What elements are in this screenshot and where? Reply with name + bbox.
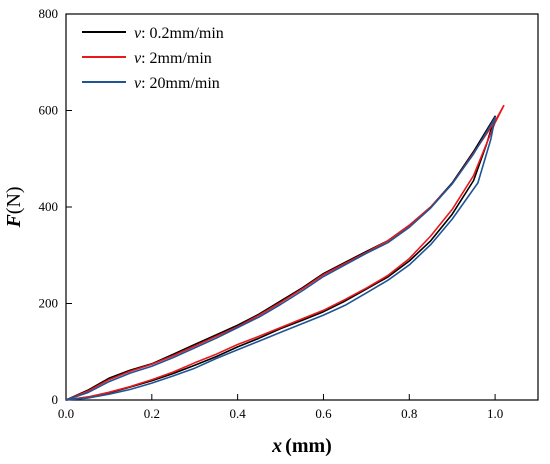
series-group [65,104,505,401]
plot-frame [65,13,539,401]
x-axis-unit: (mm) [285,435,332,457]
y-axis-unit: (N) [3,186,25,214]
series-line-2 [65,116,496,401]
y-axis-label: F(N) [3,186,25,228]
x-axis-var: x [271,435,282,457]
x-axis-label: x (mm) [271,435,332,457]
legend-label-1: v: 2mm/min [134,50,212,67]
legend-var: v [134,50,142,67]
x-tick-label: 0.6 [315,406,332,421]
legend-rest: : 20mm/min [141,75,220,92]
series-line-0 [65,115,496,401]
legend-label-0: v: 0.2mm/min [134,25,224,42]
y-tick-label: 200 [39,296,59,311]
y-axis-var: F [3,214,25,229]
y-tick-label: 800 [39,6,59,21]
y-tick-label: 600 [39,103,59,118]
y-tick-label: 400 [39,199,59,214]
legend-var: v [134,75,142,92]
x-tick-label: 0.8 [401,406,417,421]
legend-var: v [134,25,142,42]
y-tick-label: 0 [52,392,59,407]
x-tick-label: 1.0 [487,406,503,421]
legend-rest: : 0.2mm/min [141,25,224,42]
x-tick-label: 0.0 [58,406,74,421]
legend-label-2: v: 20mm/min [134,75,220,92]
series-line-1 [65,104,505,401]
x-tick-label: 0.2 [144,406,160,421]
ticks-group: 0.0 0.2 0.4 0.6 0.8 1.0 0 200 400 600 800 [39,6,504,421]
legend-rest: : 2mm/min [141,50,212,67]
x-tick-label: 0.4 [230,406,247,421]
